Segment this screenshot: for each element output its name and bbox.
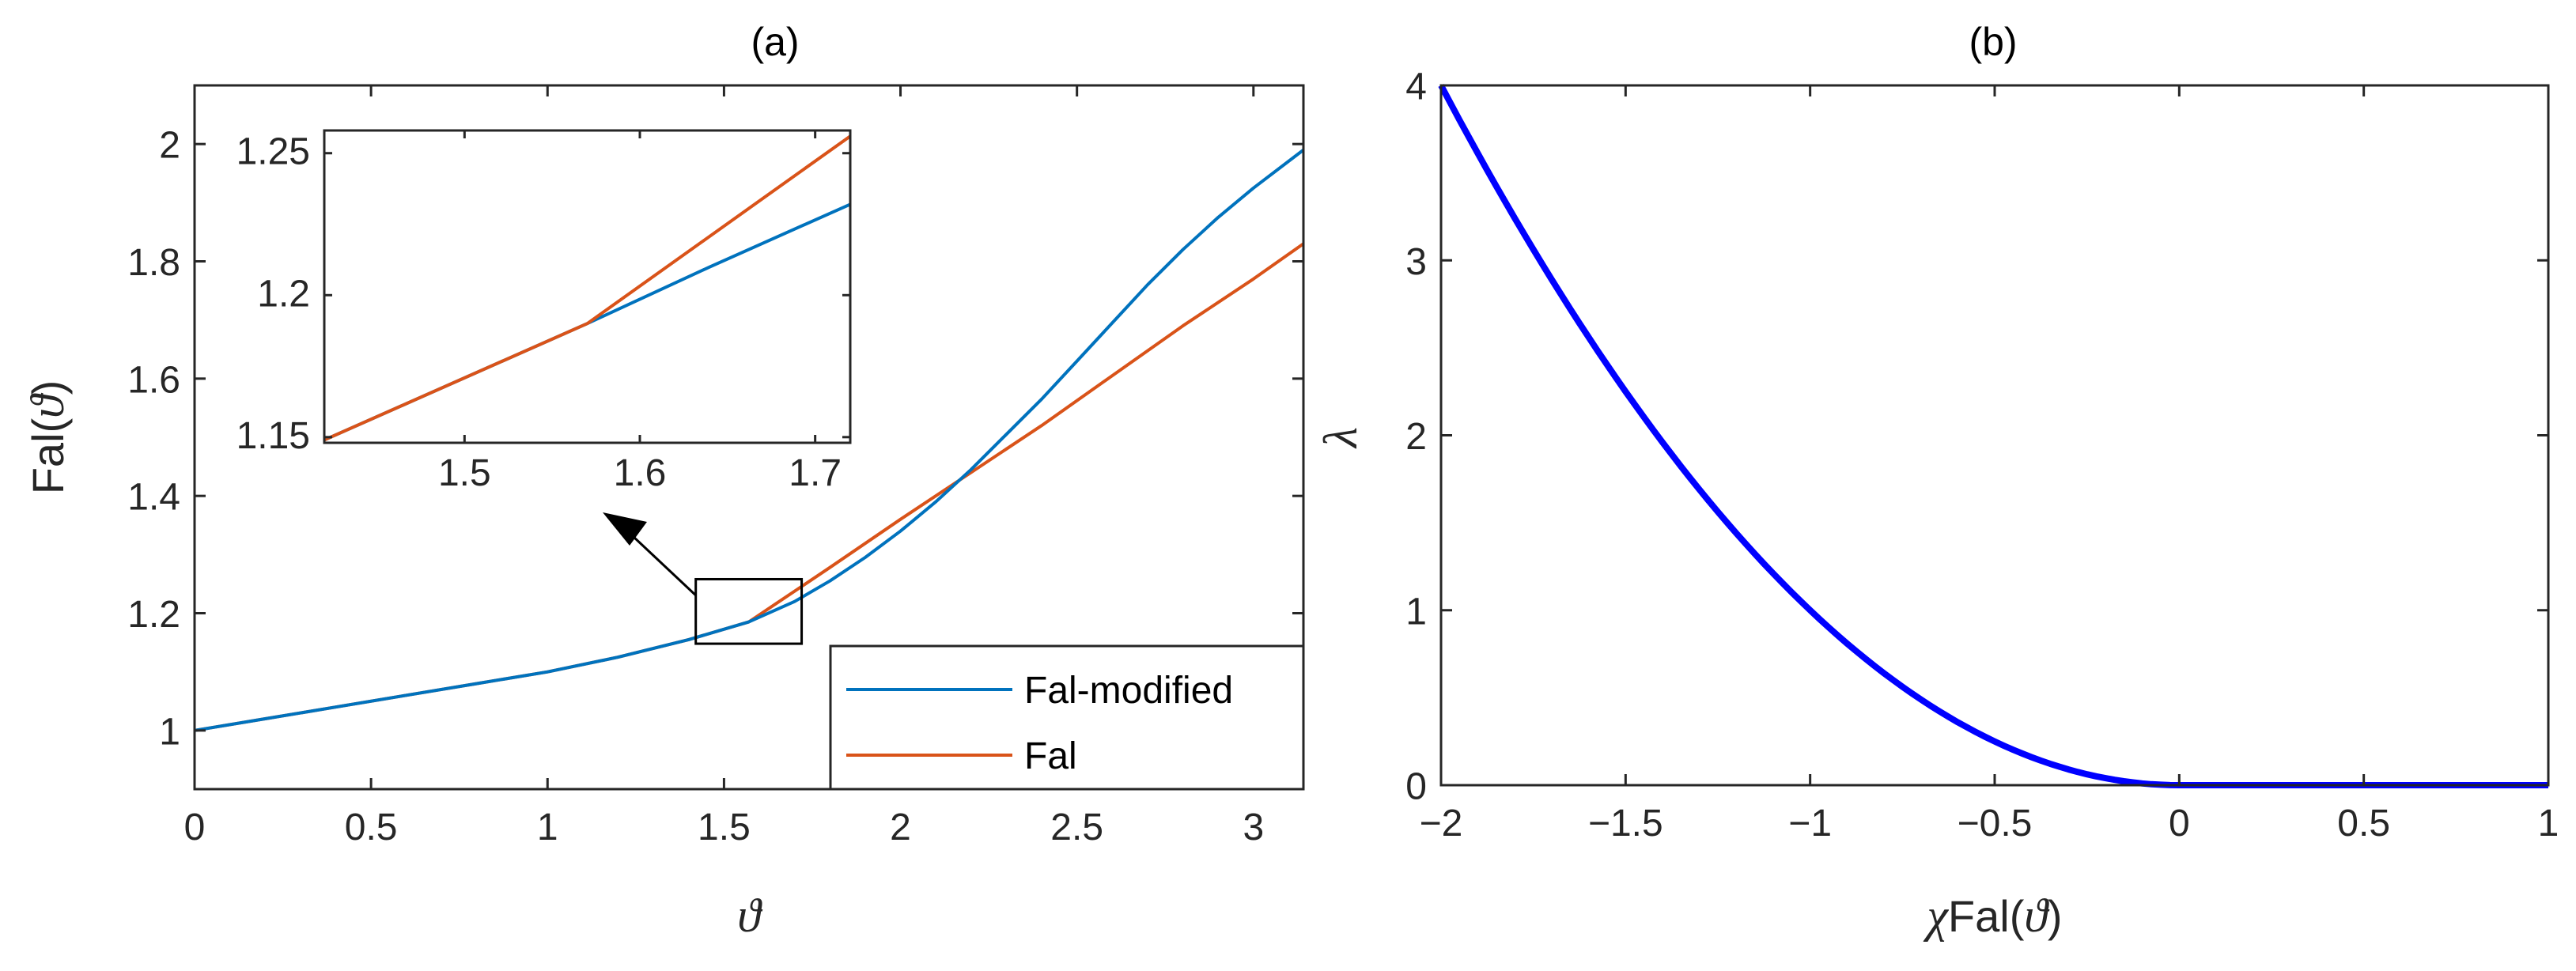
panel-b-y-tick-label: 1 (1405, 591, 1427, 633)
panel-b: (b) −2 −1.5 −1 −0.5 0 0.5 1 0 1 2 3 4 χFal(ϑ) λ (1314, 20, 2559, 942)
panel-a-ylabel: Fal(ϑ) (21, 380, 74, 495)
panel-b-axes-box (1439, 84, 2550, 787)
panel-a-ylabel-prefix: Fal( (23, 417, 73, 494)
panel-b-xlabel: χFal(ϑ) (1923, 890, 2063, 942)
inset-series-group (323, 134, 852, 442)
panel-a-x-tick-label: 3 (1243, 807, 1264, 848)
panel-a-x-tick-label: 0.5 (345, 807, 398, 848)
panel-b-x-tick-label: −1.5 (1588, 803, 1663, 844)
inset-x-tick-label: 1.7 (789, 452, 842, 494)
panel-a-x-tick-label: 0 (184, 807, 206, 848)
panel-a-y-tick-label: 1 (159, 711, 180, 753)
panel-a-x-tick-label: 2.5 (1050, 807, 1103, 848)
panel-b-xlabel-prefix: Fal( (1948, 891, 2025, 941)
inset-fal-line (323, 134, 852, 442)
panel-a-y-tick-label: 1.2 (127, 594, 180, 636)
panel-a-title: (a) (751, 20, 799, 64)
panel-a: (a) 0 0.5 1 1.5 2 2.5 3 11.21.41.61.82 ϑ Fal(ϑ… (21, 20, 1305, 942)
panel-b-y-ticks: 0 1 2 3 4 (1405, 66, 2548, 808)
panel-b-title: (b) (1969, 20, 2017, 64)
panel-b-lambda-line (1438, 84, 2548, 788)
panel-a-y-ticks: 1 1.2 1.4 1.6 1.8 2 (127, 125, 1303, 753)
inset-x-tick-label: 1.5 (438, 452, 491, 494)
inset-y-tick-label: 1.25 (236, 131, 310, 173)
inset-axes-box (323, 129, 852, 444)
legend-label-fal: Fal (1024, 735, 1077, 777)
panel-b-x-tick-label: −2 (1420, 803, 1463, 844)
panel-b-x-tick-label: 0 (2169, 803, 2190, 844)
panel-b-ylabel: λ (1314, 427, 1367, 449)
inset-background (324, 130, 850, 443)
panel-b-y-tick-label: 0 (1405, 766, 1427, 808)
panel-a-legend: Fal-modified Fal (829, 644, 1305, 791)
inset-x-ticks: 1.5 1.6 1.7 (438, 130, 842, 494)
panel-b-x-ticks: −2 −1.5 −1 −0.5 0 0.5 1 (1420, 85, 2559, 844)
panel-a-xlabel: ϑ (737, 890, 763, 942)
legend-label-fal-modified: Fal-modified (1024, 670, 1233, 712)
panel-a-x-tick-label: 1 (537, 807, 558, 848)
panel-b-y-tick-label: 2 (1405, 416, 1427, 458)
inset-y-ticks: 1.15 1.2 1.25 (236, 131, 850, 457)
panel-b-xlabel-symbol: χ (1923, 890, 1950, 942)
panel-a-y-tick-label: 2 (159, 125, 180, 167)
panel-b-x-tick-label: 0.5 (2337, 803, 2390, 844)
panel-a-fal-modified-line (194, 149, 1305, 732)
panel-b-x-tick-label: −1 (1788, 803, 1832, 844)
panel-a-inset: 1.5 1.6 1.7 1.15 1.2 1.25 (236, 129, 852, 494)
panel-a-y-tick-label: 1.8 (127, 242, 180, 284)
panel-b-x-tick-label: 1 (2538, 803, 2559, 844)
inset-x-tick-label: 1.6 (614, 452, 667, 494)
panel-a-axes-box (193, 84, 1305, 791)
panel-b-xlabel-symbol2: ϑ (2024, 890, 2050, 942)
panel-a-series-group (194, 149, 1305, 732)
panel-b-y-tick-label: 3 (1405, 241, 1427, 283)
panel-a-zoom-arrow (603, 512, 697, 596)
panel-a-ylabel-suffix: ) (23, 380, 73, 395)
legend-box (829, 644, 1305, 791)
panel-b-xlabel-suffix: ) (2048, 891, 2063, 941)
panel-a-ylabel-symbol: ϑ (21, 392, 74, 418)
panel-b-x-tick-label: −0.5 (1958, 803, 2033, 844)
panel-b-y-tick-label: 4 (1405, 66, 1427, 108)
panel-a-x-tick-label: 1.5 (698, 807, 751, 848)
panel-a-zoom-box (694, 577, 804, 645)
panel-a-y-tick-label: 1.6 (127, 359, 180, 401)
panel-a-x-tick-label: 2 (890, 807, 911, 848)
arrow-head-icon (603, 512, 647, 546)
panel-a-x-ticks: 0 0.5 1 1.5 2 2.5 3 (184, 85, 1264, 848)
inset-y-tick-label: 1.2 (257, 273, 310, 315)
panel-b-series-group (1438, 84, 2548, 788)
panel-a-y-tick-label: 1.4 (127, 477, 180, 519)
inset-y-tick-label: 1.15 (236, 415, 310, 457)
